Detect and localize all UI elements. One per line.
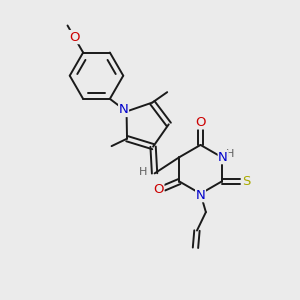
Text: O: O [69, 31, 80, 44]
Text: N: N [196, 189, 206, 202]
Text: O: O [195, 116, 206, 129]
Text: H: H [139, 167, 148, 177]
Text: N: N [218, 151, 228, 164]
Text: N: N [119, 103, 128, 116]
Text: H: H [226, 148, 235, 159]
Text: S: S [242, 175, 250, 188]
Text: O: O [153, 183, 164, 196]
